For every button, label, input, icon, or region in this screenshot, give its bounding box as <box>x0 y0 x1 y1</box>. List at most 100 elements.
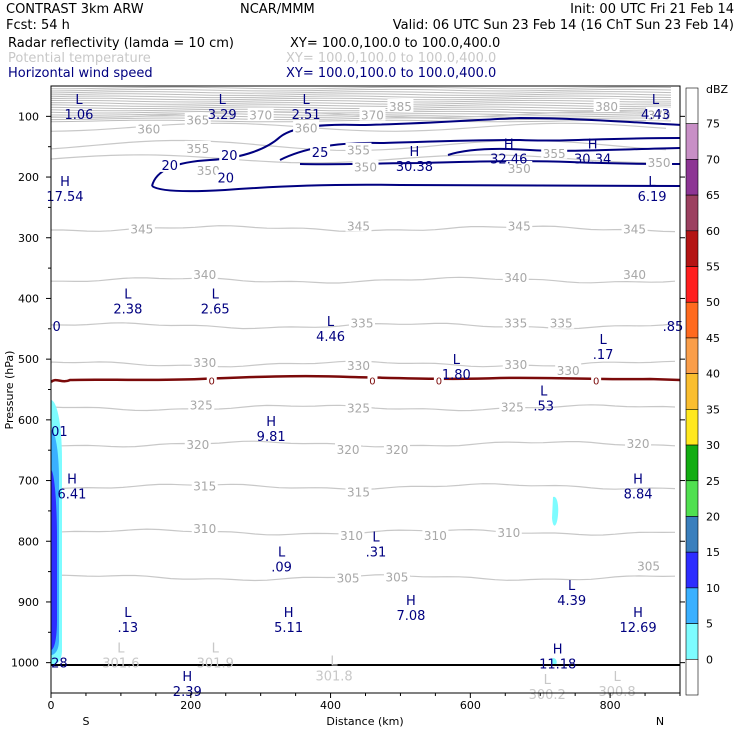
extremum-symbol: L <box>453 353 461 368</box>
extremum-symbol: L <box>278 545 286 560</box>
extremum-value: .13 <box>118 621 139 636</box>
colorbar-swatch <box>685 266 699 303</box>
y-tick-label: 600 <box>18 414 39 427</box>
colorbar-level-label: 5 <box>706 618 713 631</box>
wind-label-bg <box>310 144 331 160</box>
colorbar-swatch <box>685 551 699 589</box>
extrema-labels: L1.06L3.29L2.51L4.43H30.38H32.46H30.34H1… <box>46 93 670 703</box>
upper-theta-line <box>51 99 672 103</box>
colorbar-swatch <box>685 480 699 517</box>
field-xy-theta: XY= 100.0,100.0 to 100.0,400.0 <box>286 51 496 66</box>
y-tick-label: 300 <box>18 232 39 245</box>
theta-label: 335 <box>351 317 374 331</box>
extremum-symbol: L <box>124 287 132 302</box>
colorbar-level-label: 35 <box>706 403 720 416</box>
edge-value: 28 <box>51 657 68 672</box>
theta-label-bg <box>646 154 673 168</box>
colorbar-level-label: 30 <box>706 439 720 452</box>
edge-values: 0 01 28 .85 <box>51 320 683 672</box>
colorbar-level-label: 15 <box>706 546 720 559</box>
colorbar-level-label: 40 <box>706 368 720 381</box>
colorbar-swatch <box>685 373 699 410</box>
theta-label: 330 <box>193 356 216 370</box>
extremum-value: 11.18 <box>539 658 576 673</box>
y-tick-label: 700 <box>18 475 39 488</box>
theta-label-bg <box>338 528 365 542</box>
theta-label-bg <box>191 355 218 369</box>
extremum-value: .53 <box>533 400 554 415</box>
upper-theta-line <box>51 93 672 96</box>
theta-contour-340 <box>51 276 676 284</box>
extremum-symbol: L <box>75 93 83 108</box>
extremum-symbol: H <box>266 415 276 430</box>
theta-label-bg <box>349 315 376 329</box>
theta-label-bg <box>383 569 410 583</box>
x-tick-label: 200 <box>180 699 201 712</box>
init-time: Init: 00 UTC Fri 21 Feb 14 <box>570 2 734 17</box>
freezing-label-bg <box>433 374 444 386</box>
colorbar-swatch <box>685 159 699 196</box>
theta-label: 355 <box>347 144 370 158</box>
model-title: CONTRAST 3km ARW <box>6 2 144 17</box>
theta-label-bg <box>555 363 582 377</box>
extremum-value: 9.81 <box>257 430 286 445</box>
theta-label: 345 <box>347 220 370 234</box>
x-tick-label: 800 <box>600 699 621 712</box>
extremum-value: 3.29 <box>208 108 237 123</box>
theta-label-bg <box>184 140 211 154</box>
endpoint-right-label: N <box>656 715 664 728</box>
colorbar-level-label: 55 <box>706 261 720 274</box>
x-tick-label: 0 <box>48 699 55 712</box>
theta-label: 325 <box>190 399 213 413</box>
theta-label-bg <box>191 520 218 534</box>
extremum-value: 301.6 <box>102 656 139 671</box>
upper-theta-line <box>51 119 672 123</box>
theta-contour-upper <box>51 110 667 119</box>
freezing-level-line <box>51 374 680 384</box>
theta-label: 325 <box>347 402 370 416</box>
extremum-value: .31 <box>366 545 387 560</box>
theta-label-bg <box>625 435 652 449</box>
theta-label-bg <box>621 221 648 235</box>
edge-value: 0 <box>52 320 60 335</box>
wind-speed-label: 25 <box>312 146 329 161</box>
theta-label: 315 <box>347 485 370 499</box>
theta-label: 350 <box>648 156 671 170</box>
upper-theta-line <box>51 95 672 99</box>
extremum-symbol: H <box>504 138 514 153</box>
upper-theta-line <box>51 102 672 105</box>
extremum-symbol: H <box>284 606 294 621</box>
colorbar-swatch <box>685 87 699 125</box>
theta-contour-320 <box>51 440 676 448</box>
wind-label-bg <box>215 169 236 185</box>
theta-label-bg <box>502 315 529 329</box>
colorbar-level-label: 70 <box>706 153 720 166</box>
y-tick-label: 800 <box>18 535 39 548</box>
freezing-level-label: 0 <box>369 376 375 387</box>
extremum-value: 300.8 <box>598 685 635 700</box>
y-tick-label: 500 <box>18 353 39 366</box>
theta-label: 335 <box>550 317 573 331</box>
theta-label-bg <box>335 570 362 584</box>
theta-label-bg <box>621 267 648 281</box>
field-xy-wind: XY= 100.0,100.0 to 100.0,400.0 <box>286 66 496 81</box>
theta-label: 345 <box>508 220 531 234</box>
extremum-value: 2.39 <box>173 685 202 700</box>
extremum-value: .09 <box>271 560 292 575</box>
field-name-theta: Potential temperature <box>8 51 151 66</box>
extremum-symbol: H <box>633 606 643 621</box>
theta-label: 385 <box>389 100 412 114</box>
colorbar-level-label: 0 <box>706 653 713 666</box>
y-tick-label: 1000 <box>11 657 39 670</box>
upper-theta-line <box>51 108 672 112</box>
theta-label-bg <box>191 478 218 492</box>
theta-label: 310 <box>497 526 520 540</box>
wind-label-bg <box>159 156 180 172</box>
reflectivity-surface-spot <box>551 658 557 665</box>
theta-label: 330 <box>504 358 527 372</box>
x-axis-label: Distance (km) <box>326 715 403 728</box>
extremum-symbol: L <box>219 93 227 108</box>
